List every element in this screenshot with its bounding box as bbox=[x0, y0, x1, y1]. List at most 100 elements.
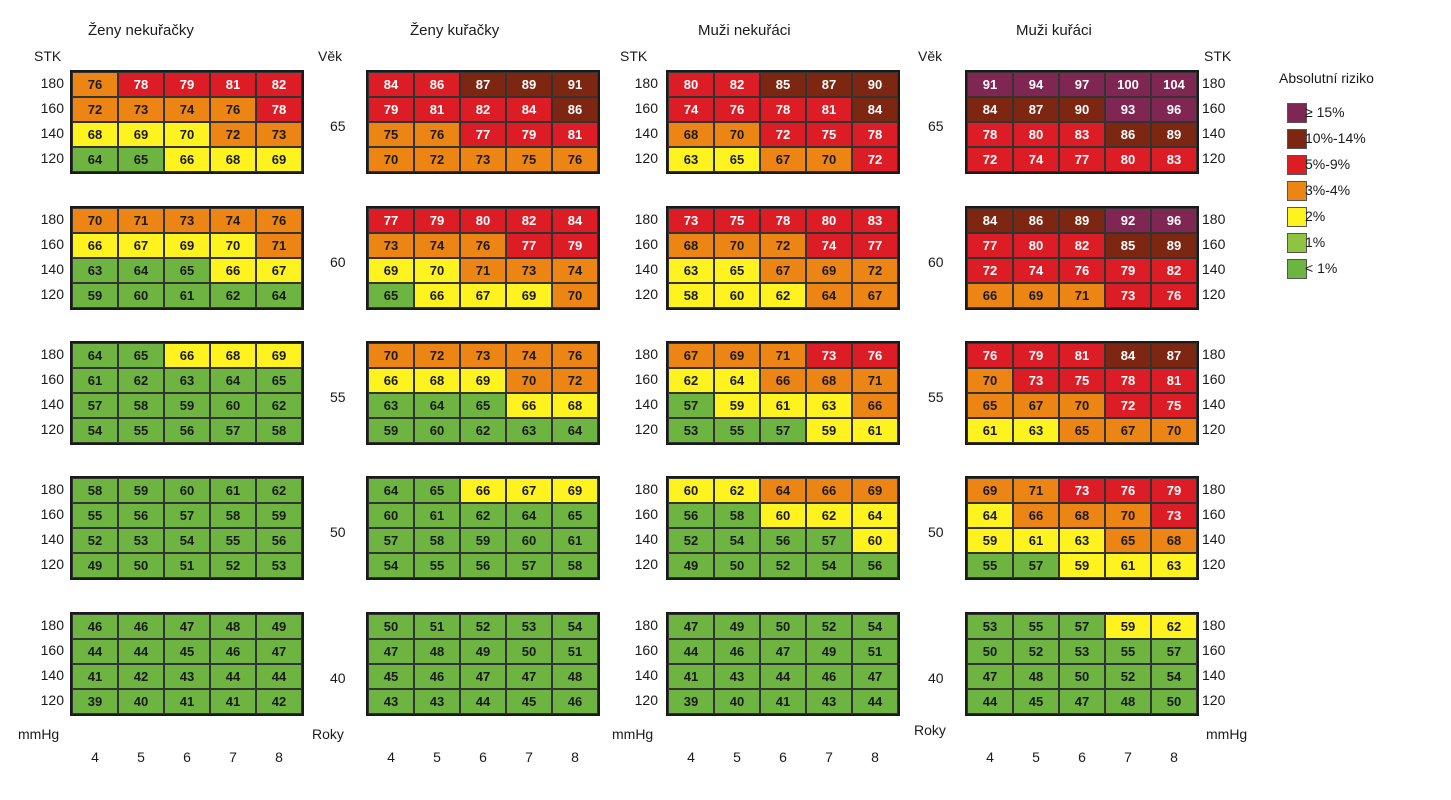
risk-cell: 75 bbox=[714, 208, 760, 233]
bp-row-label: 120 bbox=[40, 150, 64, 166]
bp-row-label: 180 bbox=[1202, 481, 1226, 497]
risk-cell: 70 bbox=[414, 258, 460, 283]
risk-cell: 44 bbox=[72, 639, 118, 664]
risk-cell: 41 bbox=[164, 689, 210, 714]
risk-cell: 56 bbox=[852, 553, 898, 578]
risk-cell: 57 bbox=[806, 528, 852, 553]
risk-cell: 76 bbox=[460, 233, 506, 258]
risk-cell: 66 bbox=[760, 368, 806, 393]
risk-cell: 80 bbox=[806, 208, 852, 233]
risk-cell: 85 bbox=[760, 72, 806, 97]
mmhg-label-col1: mmHg bbox=[18, 726, 60, 742]
risk-cell: 63 bbox=[72, 258, 118, 283]
age-label: 60 bbox=[330, 254, 346, 270]
risk-cell: 82 bbox=[506, 208, 552, 233]
risk-cell: 68 bbox=[1059, 503, 1105, 528]
risk-cell: 42 bbox=[256, 689, 302, 714]
risk-cell: 67 bbox=[668, 343, 714, 368]
risk-cell: 57 bbox=[760, 418, 806, 443]
risk-cell: 89 bbox=[1151, 233, 1197, 258]
bp-row-label: 180 bbox=[1202, 346, 1226, 362]
risk-cell: 57 bbox=[668, 393, 714, 418]
bp-row-label: 180 bbox=[634, 481, 658, 497]
risk-cell: 54 bbox=[806, 553, 852, 578]
risk-cell: 66 bbox=[414, 283, 460, 308]
x-tick-label: 6 bbox=[183, 749, 191, 765]
risk-cell: 84 bbox=[852, 97, 898, 122]
risk-cell: 78 bbox=[760, 208, 806, 233]
bp-row-label: 140 bbox=[634, 667, 658, 683]
bp-row-label: 140 bbox=[40, 125, 64, 141]
risk-cell: 41 bbox=[760, 689, 806, 714]
risk-cell: 46 bbox=[714, 639, 760, 664]
risk-cell: 65 bbox=[1059, 418, 1105, 443]
risk-cell: 83 bbox=[852, 208, 898, 233]
risk-cell: 64 bbox=[967, 503, 1013, 528]
x-tick-label: 8 bbox=[1170, 749, 1178, 765]
risk-cell: 73 bbox=[118, 97, 164, 122]
x-tick-label: 5 bbox=[1032, 749, 1040, 765]
risk-cell: 62 bbox=[210, 283, 256, 308]
risk-cell: 73 bbox=[668, 208, 714, 233]
bp-row-label: 180 bbox=[634, 211, 658, 227]
risk-cell: 53 bbox=[967, 614, 1013, 639]
risk-cell: 69 bbox=[460, 368, 506, 393]
risk-cell: 70 bbox=[967, 368, 1013, 393]
risk-cell: 72 bbox=[1105, 393, 1151, 418]
risk-cell: 57 bbox=[1013, 553, 1059, 578]
risk-cell: 70 bbox=[806, 147, 852, 172]
bp-row-label: 160 bbox=[1202, 100, 1226, 116]
risk-cell: 70 bbox=[552, 283, 598, 308]
risk-cell: 78 bbox=[256, 97, 302, 122]
risk-cell: 76 bbox=[256, 208, 302, 233]
risk-cell: 74 bbox=[210, 208, 256, 233]
bp-row-label: 120 bbox=[40, 286, 64, 302]
risk-cell: 59 bbox=[806, 418, 852, 443]
risk-cell: 61 bbox=[72, 368, 118, 393]
x-tick-label: 4 bbox=[986, 749, 994, 765]
risk-cell: 57 bbox=[506, 553, 552, 578]
vek-label-col1: Věk bbox=[318, 48, 343, 64]
bp-row-label: 120 bbox=[40, 556, 64, 572]
x-tick-label: 7 bbox=[825, 749, 833, 765]
risk-cell: 74 bbox=[414, 233, 460, 258]
panel-title-muzi-nekuraci: Muži nekuřáci bbox=[698, 22, 791, 39]
risk-cell: 56 bbox=[164, 418, 210, 443]
bp-row-label: 120 bbox=[634, 692, 658, 708]
risk-cell: 64 bbox=[714, 368, 760, 393]
risk-cell: 68 bbox=[414, 368, 460, 393]
risk-cell: 40 bbox=[714, 689, 760, 714]
risk-cell: 64 bbox=[368, 478, 414, 503]
risk-cell: 71 bbox=[256, 233, 302, 258]
age-label: 55 bbox=[928, 389, 944, 405]
risk-cell: 60 bbox=[714, 283, 760, 308]
bp-row-label: 160 bbox=[1202, 236, 1226, 252]
risk-cell: 83 bbox=[1059, 122, 1105, 147]
risk-cell: 56 bbox=[118, 503, 164, 528]
risk-cell: 69 bbox=[256, 343, 302, 368]
age-label: 65 bbox=[330, 118, 346, 134]
risk-cell: 79 bbox=[1013, 343, 1059, 368]
risk-cell: 54 bbox=[368, 553, 414, 578]
risk-cell: 64 bbox=[414, 393, 460, 418]
risk-cell: 67 bbox=[1013, 393, 1059, 418]
risk-cell: 44 bbox=[668, 639, 714, 664]
risk-cell: 80 bbox=[668, 72, 714, 97]
panel-title-zeny-nekuracky: Ženy nekuřačky bbox=[88, 22, 194, 39]
risk-cell: 70 bbox=[1059, 393, 1105, 418]
age-label: 40 bbox=[330, 670, 346, 686]
risk-cell: 43 bbox=[714, 664, 760, 689]
risk-cell: 64 bbox=[210, 368, 256, 393]
risk-cell: 44 bbox=[852, 689, 898, 714]
risk-cell: 71 bbox=[1059, 283, 1105, 308]
risk-cell: 66 bbox=[368, 368, 414, 393]
risk-cell: 74 bbox=[506, 343, 552, 368]
risk-cell: 79 bbox=[368, 97, 414, 122]
risk-cell: 70 bbox=[506, 368, 552, 393]
x-tick-label: 8 bbox=[871, 749, 879, 765]
bp-row-label: 160 bbox=[1202, 506, 1226, 522]
bp-row-label: 160 bbox=[1202, 371, 1226, 387]
risk-cell: 53 bbox=[1059, 639, 1105, 664]
risk-cell: 61 bbox=[1105, 553, 1151, 578]
risk-cell: 90 bbox=[852, 72, 898, 97]
